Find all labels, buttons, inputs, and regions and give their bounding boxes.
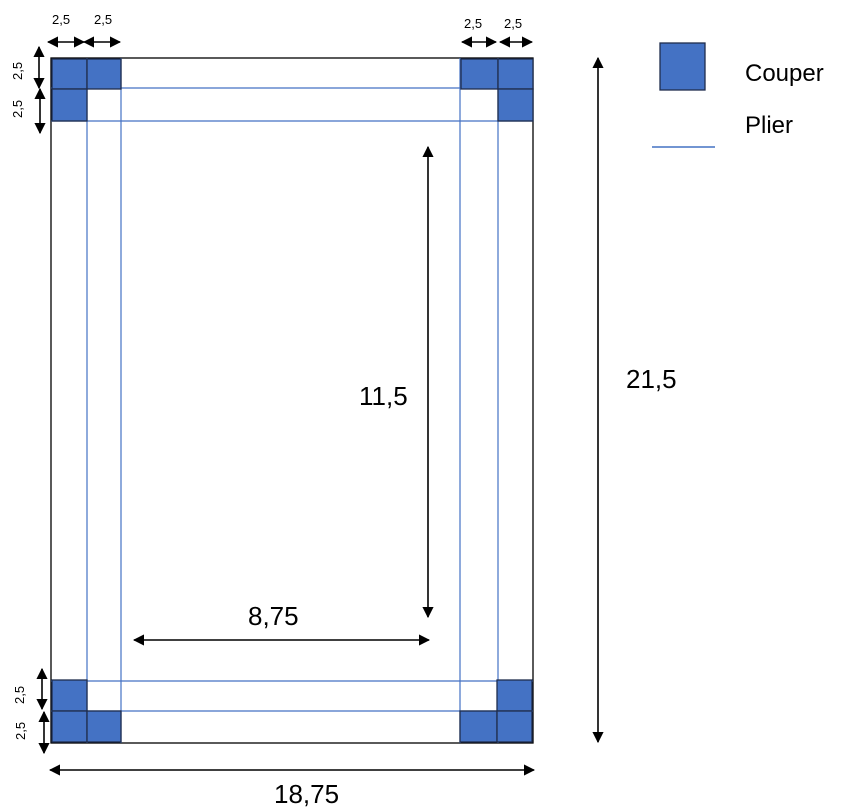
dim-label-total-height: 21,5 — [626, 364, 677, 394]
dim-label-left-top-2: 2,5 — [10, 100, 25, 118]
sheet-outline — [50, 57, 534, 744]
cut-square — [51, 710, 88, 743]
dim-label-inner-width: 8,75 — [248, 601, 299, 631]
cut-square — [497, 88, 534, 122]
dim-label-top-left-2: 2,5 — [94, 12, 112, 27]
cut-square — [496, 679, 533, 712]
legend-fold-label: Plier — [745, 112, 793, 139]
cut-square — [51, 88, 88, 122]
cut-square — [459, 710, 498, 743]
legend-cut-label: Couper — [745, 60, 824, 87]
cut-square — [497, 58, 534, 90]
dim-label-top-right-1: 2,5 — [464, 16, 482, 31]
dim-label-inner-height: 11,5 — [359, 381, 408, 411]
left-dimension-arrows — [33, 45, 50, 755]
cut-square — [51, 58, 88, 90]
dim-label-left-bottom-2: 2,5 — [13, 722, 28, 740]
fold-lines — [51, 58, 533, 743]
cut-square — [496, 710, 533, 743]
cut-squares — [51, 58, 534, 743]
dim-label-left-top-1: 2,5 — [10, 62, 25, 80]
cut-square — [51, 679, 88, 712]
cut-square — [86, 710, 122, 743]
legend-cut-swatch — [659, 42, 706, 91]
dim-label-top-right-2: 2,5 — [504, 16, 522, 31]
dim-label-total-width: 18,75 — [274, 779, 339, 808]
cut-square — [86, 58, 122, 90]
legend: Couper Plier — [652, 42, 824, 148]
cut-square — [460, 58, 499, 90]
dim-label-left-bottom-1: 2,5 — [12, 686, 27, 704]
dim-label-top-left-1: 2,5 — [52, 12, 70, 27]
